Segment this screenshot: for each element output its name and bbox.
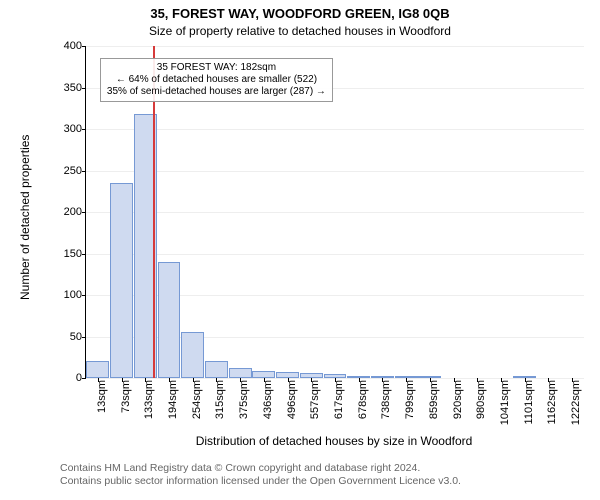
xtick-label: 617sqm (333, 380, 345, 419)
annotation-line: 35 FOREST WAY: 182sqm (107, 62, 326, 74)
xtick-label: 799sqm (404, 380, 416, 419)
histogram-bar (158, 262, 181, 378)
xtick-label: 194sqm (167, 380, 179, 419)
gridline (86, 171, 584, 172)
gridline (86, 254, 584, 255)
page-title: 35, FOREST WAY, WOODFORD GREEN, IG8 0QB (0, 6, 600, 21)
xtick-label: 1041sqm (499, 380, 511, 425)
y-axis-label: Number of detached properties (18, 135, 32, 300)
ytick-label: 50 (70, 331, 86, 343)
histogram-bar (86, 361, 109, 378)
annotation-line: ← 64% of detached houses are smaller (52… (107, 74, 326, 86)
xtick-label: 1222sqm (570, 380, 582, 425)
xtick-label: 133sqm (143, 380, 155, 419)
histogram-bar (205, 361, 228, 378)
ytick-label: 150 (64, 248, 86, 260)
title-line2: Size of property relative to detached ho… (149, 24, 451, 38)
xtick-label: 73sqm (120, 380, 132, 413)
annotation-line: 35% of semi-detached houses are larger (… (107, 86, 326, 98)
xtick-label: 254sqm (191, 380, 203, 419)
histogram-bar (110, 183, 133, 378)
ytick-label: 350 (64, 82, 86, 94)
xtick-label: 738sqm (380, 380, 392, 419)
xtick-label: 375sqm (238, 380, 250, 419)
footer-line1: Contains HM Land Registry data © Crown c… (60, 462, 461, 475)
xtick-label: 678sqm (357, 380, 369, 419)
gridline (86, 212, 584, 213)
ytick-label: 300 (64, 123, 86, 135)
histogram-bar (181, 332, 204, 378)
xtick-label: 920sqm (452, 380, 464, 419)
ytick-label: 200 (64, 206, 86, 218)
page-subtitle: Size of property relative to detached ho… (0, 24, 600, 38)
attribution-footer: Contains HM Land Registry data © Crown c… (60, 462, 461, 488)
ytick-label: 400 (64, 40, 86, 52)
ytick-label: 100 (64, 289, 86, 301)
xtick-label: 496sqm (286, 380, 298, 419)
xtick-label: 859sqm (428, 380, 440, 419)
gridline (86, 46, 584, 47)
footer-line2: Contains public sector information licen… (60, 475, 461, 488)
x-axis-label-text: Distribution of detached houses by size … (196, 434, 473, 448)
xtick-label: 557sqm (309, 380, 321, 419)
annotation-box: 35 FOREST WAY: 182sqm← 64% of detached h… (100, 58, 333, 102)
xtick-label: 980sqm (475, 380, 487, 419)
gridline (86, 129, 584, 130)
title-line1: 35, FOREST WAY, WOODFORD GREEN, IG8 0QB (150, 6, 449, 21)
histogram-plot: 05010015020025030035040013sqm73sqm133sqm… (85, 46, 584, 379)
ytick-label: 250 (64, 165, 86, 177)
xtick-label: 1101sqm (523, 380, 535, 424)
xtick-label: 1162sqm (546, 380, 558, 424)
xtick-label: 13sqm (96, 380, 108, 413)
ytick-label: 0 (76, 372, 86, 384)
histogram-bar (252, 371, 275, 378)
x-axis-label: Distribution of detached houses by size … (85, 434, 583, 448)
histogram-bar (229, 368, 252, 378)
y-axis-label-text: Number of detached properties (18, 135, 32, 300)
xtick-label: 436sqm (262, 380, 274, 419)
xtick-label: 315sqm (214, 380, 226, 419)
